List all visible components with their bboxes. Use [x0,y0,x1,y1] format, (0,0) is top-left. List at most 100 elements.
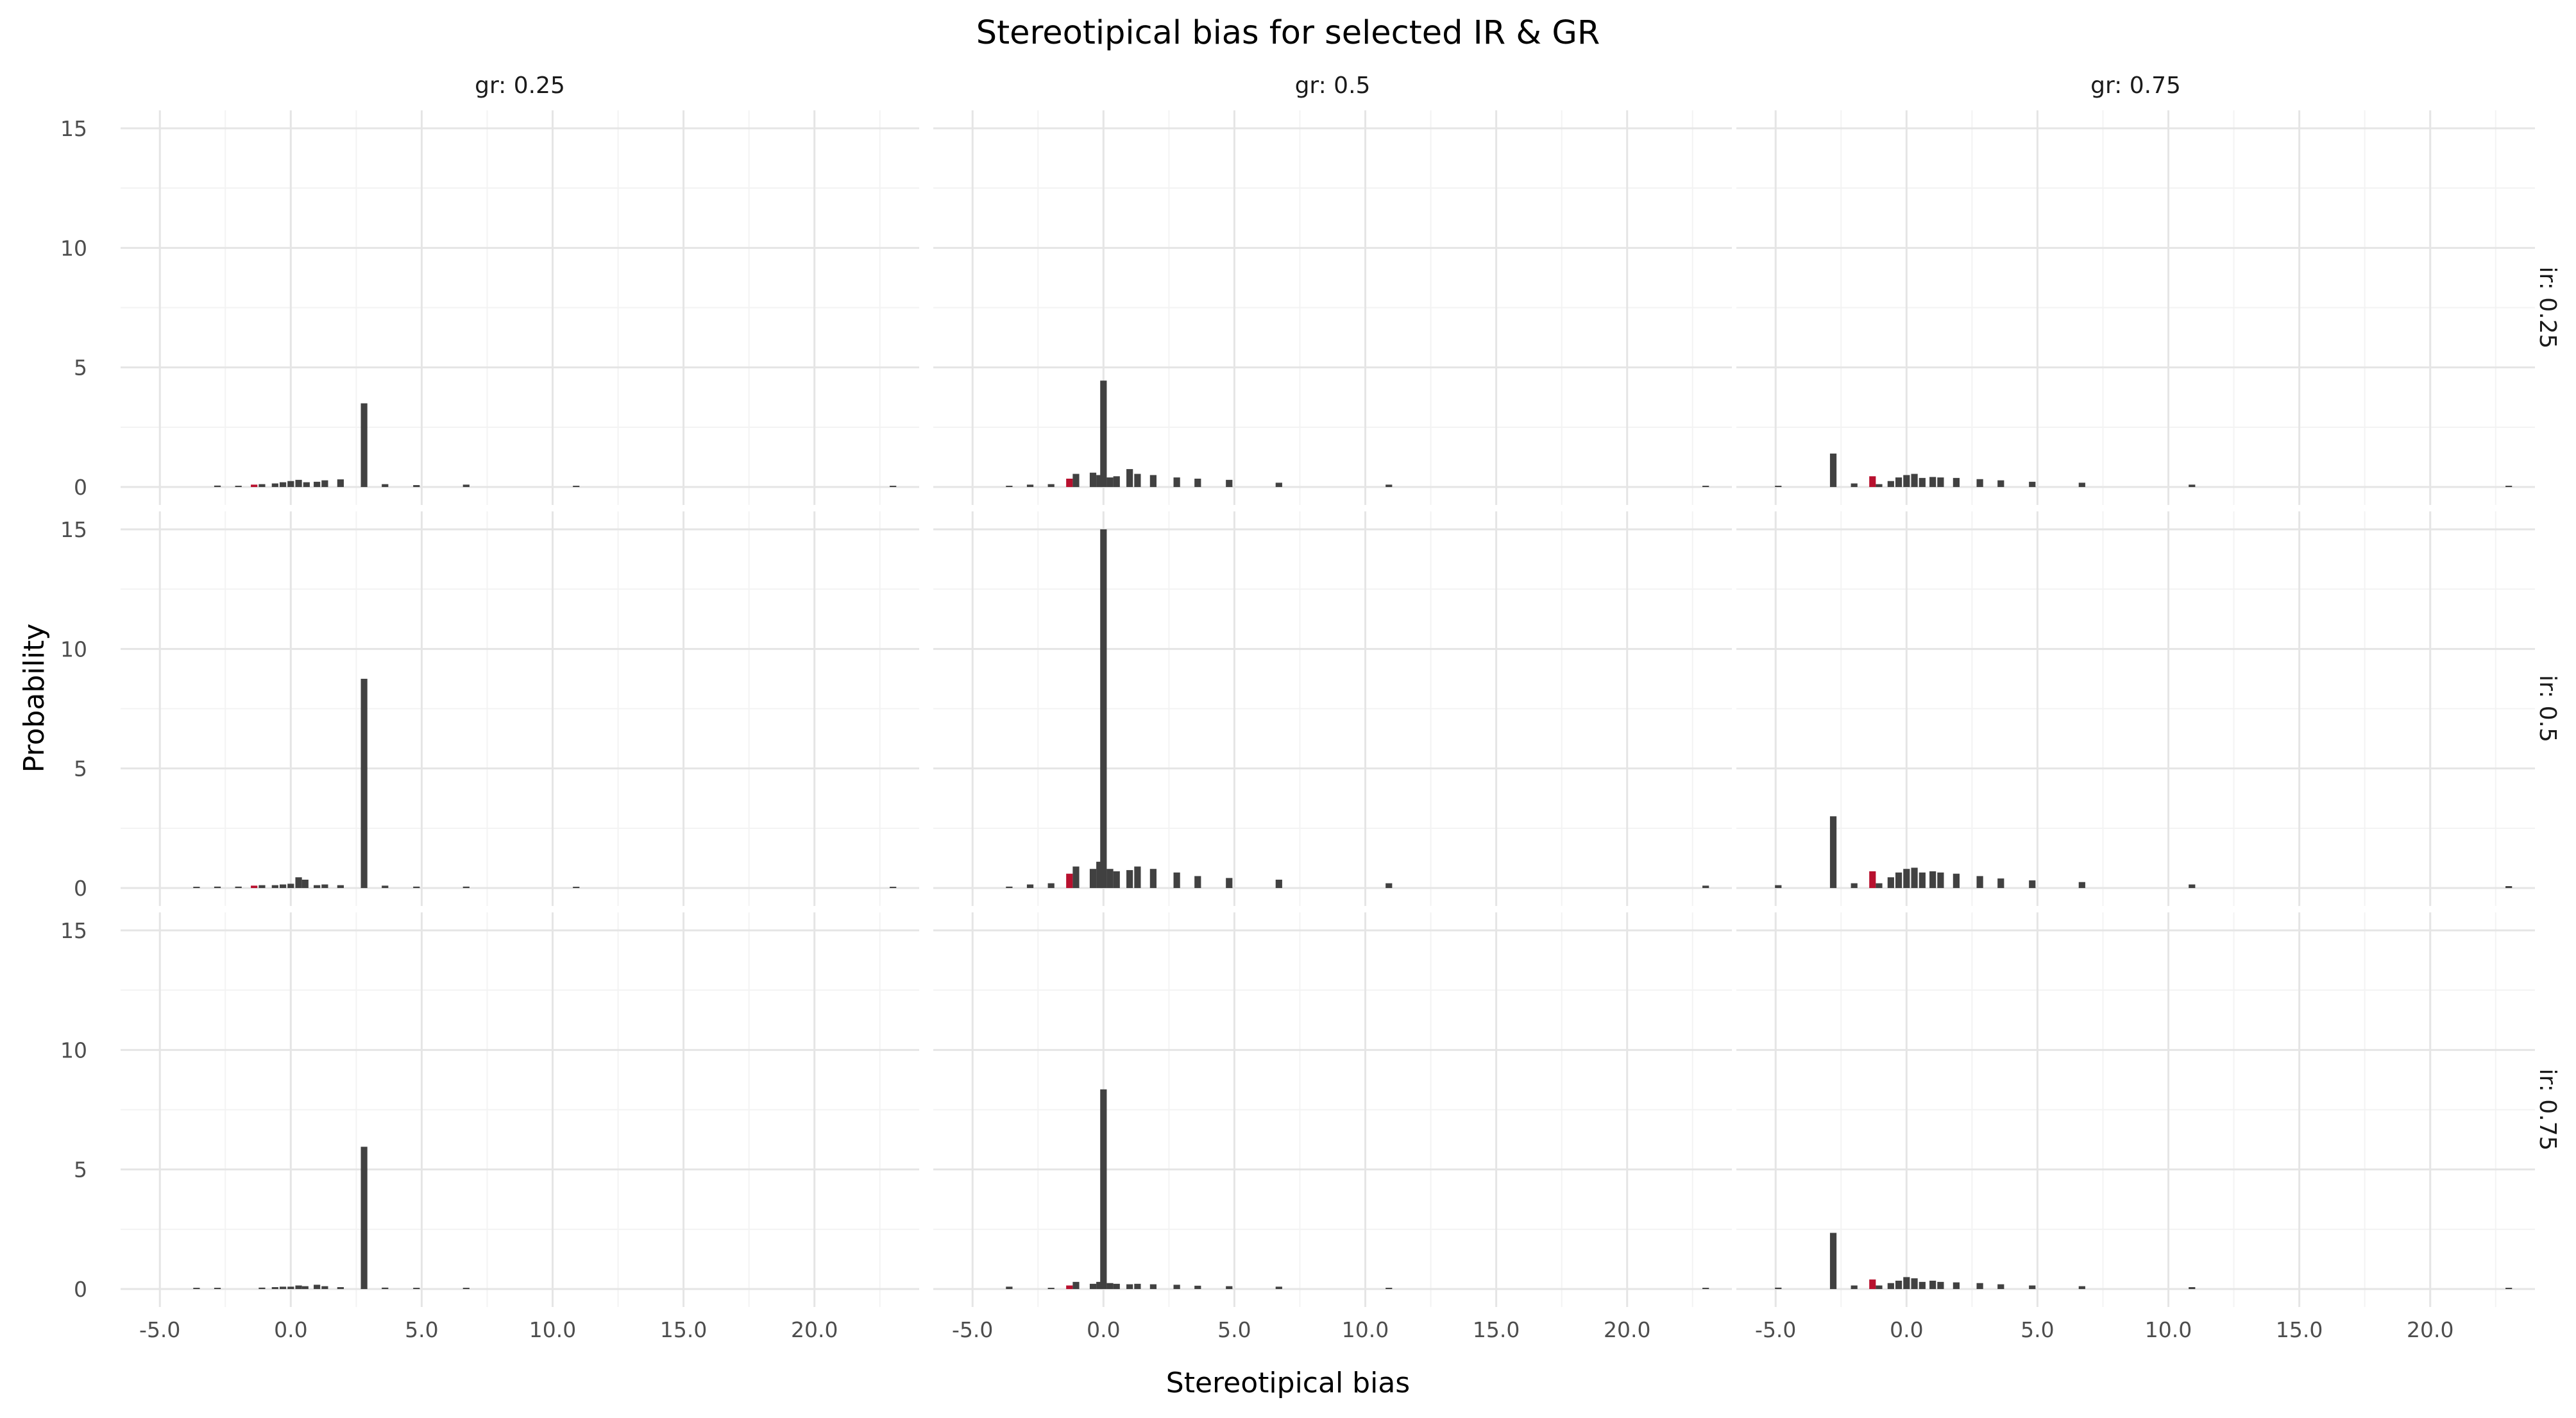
histogram-bar [1089,472,1097,488]
histogram-bar [382,1287,389,1290]
row-strip-label: ir: 0.25 [2534,267,2561,349]
histogram-bar [1100,380,1107,488]
highlight-bar [1869,476,1876,488]
histogram-bar [1829,1233,1837,1290]
histogram-bar [1937,872,1944,889]
highlight-bar [251,885,258,889]
row-strip-label: ir: 0.5 [2534,675,2561,742]
histogram-bar [279,482,287,488]
y-tick-label: 15 [60,116,87,141]
histogram-bar [573,887,580,889]
histogram-bar [1134,1283,1141,1290]
histogram-bar [360,678,368,889]
histogram-bar [235,486,242,488]
histogram-bar [1026,884,1034,889]
histogram-bar [314,481,321,488]
histogram-bar [1096,1281,1103,1290]
histogram-bar [314,885,321,889]
histogram-bar [1194,876,1201,889]
histogram-bar [321,1286,328,1290]
histogram-bar [1702,486,1709,488]
histogram-bar [295,479,302,488]
histogram-bar [573,486,580,488]
histogram-bar [1385,484,1393,488]
facet-panels: 0 5 10 15 gr: 0.25 gr: 0.5 gr: 0.75 ir: 0.25 0 5 1… [60,73,2561,1342]
histogram-bar [462,1288,470,1290]
histogram-bar [1876,484,1883,488]
histogram-bar [1851,1285,1858,1290]
facet-panel: 0 5 10 15 -5.0 0.0 5.0 10.0 15.0 20.0 [60,912,919,1342]
histogram-bar [1775,486,1782,488]
column-strip-label: gr: 0.75 [2090,73,2181,99]
y-tick-label: 15 [60,918,87,943]
histogram-bar [1072,1281,1080,1290]
histogram-bar [1126,870,1133,889]
histogram-bar [1895,872,1902,889]
x-tick-label: 0.0 [274,1317,307,1342]
histogram-bar [1937,1281,1944,1290]
histogram-bar [360,403,368,488]
histogram-bar [462,484,470,488]
histogram-bar [1976,1283,1983,1290]
facet-panel: 0 5 10 15 [60,511,919,906]
histogram-bar [2505,486,2512,488]
histogram-bar [2029,880,2036,889]
histogram-bar [1876,1285,1883,1290]
histogram-bar [1047,883,1055,889]
histogram-bar [1047,1288,1055,1290]
histogram-bar [337,479,344,488]
y-tick-label: 0 [74,1277,87,1302]
x-tick-label: 15.0 [2276,1317,2323,1342]
y-tick-label: 10 [60,1038,87,1063]
histogram-bar [2029,1285,2036,1290]
x-tick-label: 20.0 [1604,1317,1650,1342]
histogram-bar [1953,1282,1960,1290]
histogram-bar [258,885,266,889]
y-tick-label: 0 [74,475,87,500]
x-tick-label: 20.0 [2407,1317,2453,1342]
highlight-bar [1066,479,1073,488]
y-tick-label: 5 [74,756,87,782]
histogram-bar [279,1286,287,1290]
histogram-bar [1126,1284,1133,1290]
x-tick-label: -5.0 [952,1317,993,1342]
histogram-bar [1149,869,1157,889]
histogram-bar [1173,477,1180,488]
x-axis-title: Stereotipical bias [1166,1367,1410,1399]
row-strip-label: ir: 0.75 [2534,1069,2561,1151]
y-tick-label: 5 [74,1157,87,1183]
facet-panel: -5.0 0.0 5.0 10.0 15.0 20.0 [933,912,1732,1342]
histogram-bar [303,482,310,488]
histogram-bar [287,1286,294,1290]
histogram-bar [1929,871,1936,889]
histogram-bar [1702,885,1709,889]
histogram-bar [1976,479,1983,488]
histogram-bar [1895,1281,1902,1290]
histogram-bar [1903,475,1910,488]
histogram-bar [1096,862,1103,889]
histogram-bar [2078,1286,2085,1290]
histogram-bar [1976,876,1983,889]
histogram-bar [214,485,221,488]
histogram-bar [1997,1284,2004,1290]
histogram-bar [214,886,221,889]
facet-panel: -5.0 0.0 5.0 10.0 15.0 20.0 ir: 0.75 [1736,912,2561,1342]
column-strip-label: gr: 0.25 [475,73,565,99]
histogram-bar [1385,883,1393,889]
histogram-bar [193,1288,200,1290]
histogram-bar [413,485,420,488]
highlight-bar [1869,871,1876,889]
histogram-bar [1887,877,1894,889]
highlight-bar [1066,873,1073,889]
histogram-bar [2078,882,2085,889]
histogram-bar [1919,872,1926,889]
histogram-bar [1089,1283,1097,1290]
histogram-bar [1887,481,1894,488]
histogram-bar [321,480,328,488]
histogram-bar [1997,878,2004,889]
histogram-bar [287,884,294,889]
histogram-bar [1911,867,1918,889]
histogram-bar [1937,477,1944,488]
